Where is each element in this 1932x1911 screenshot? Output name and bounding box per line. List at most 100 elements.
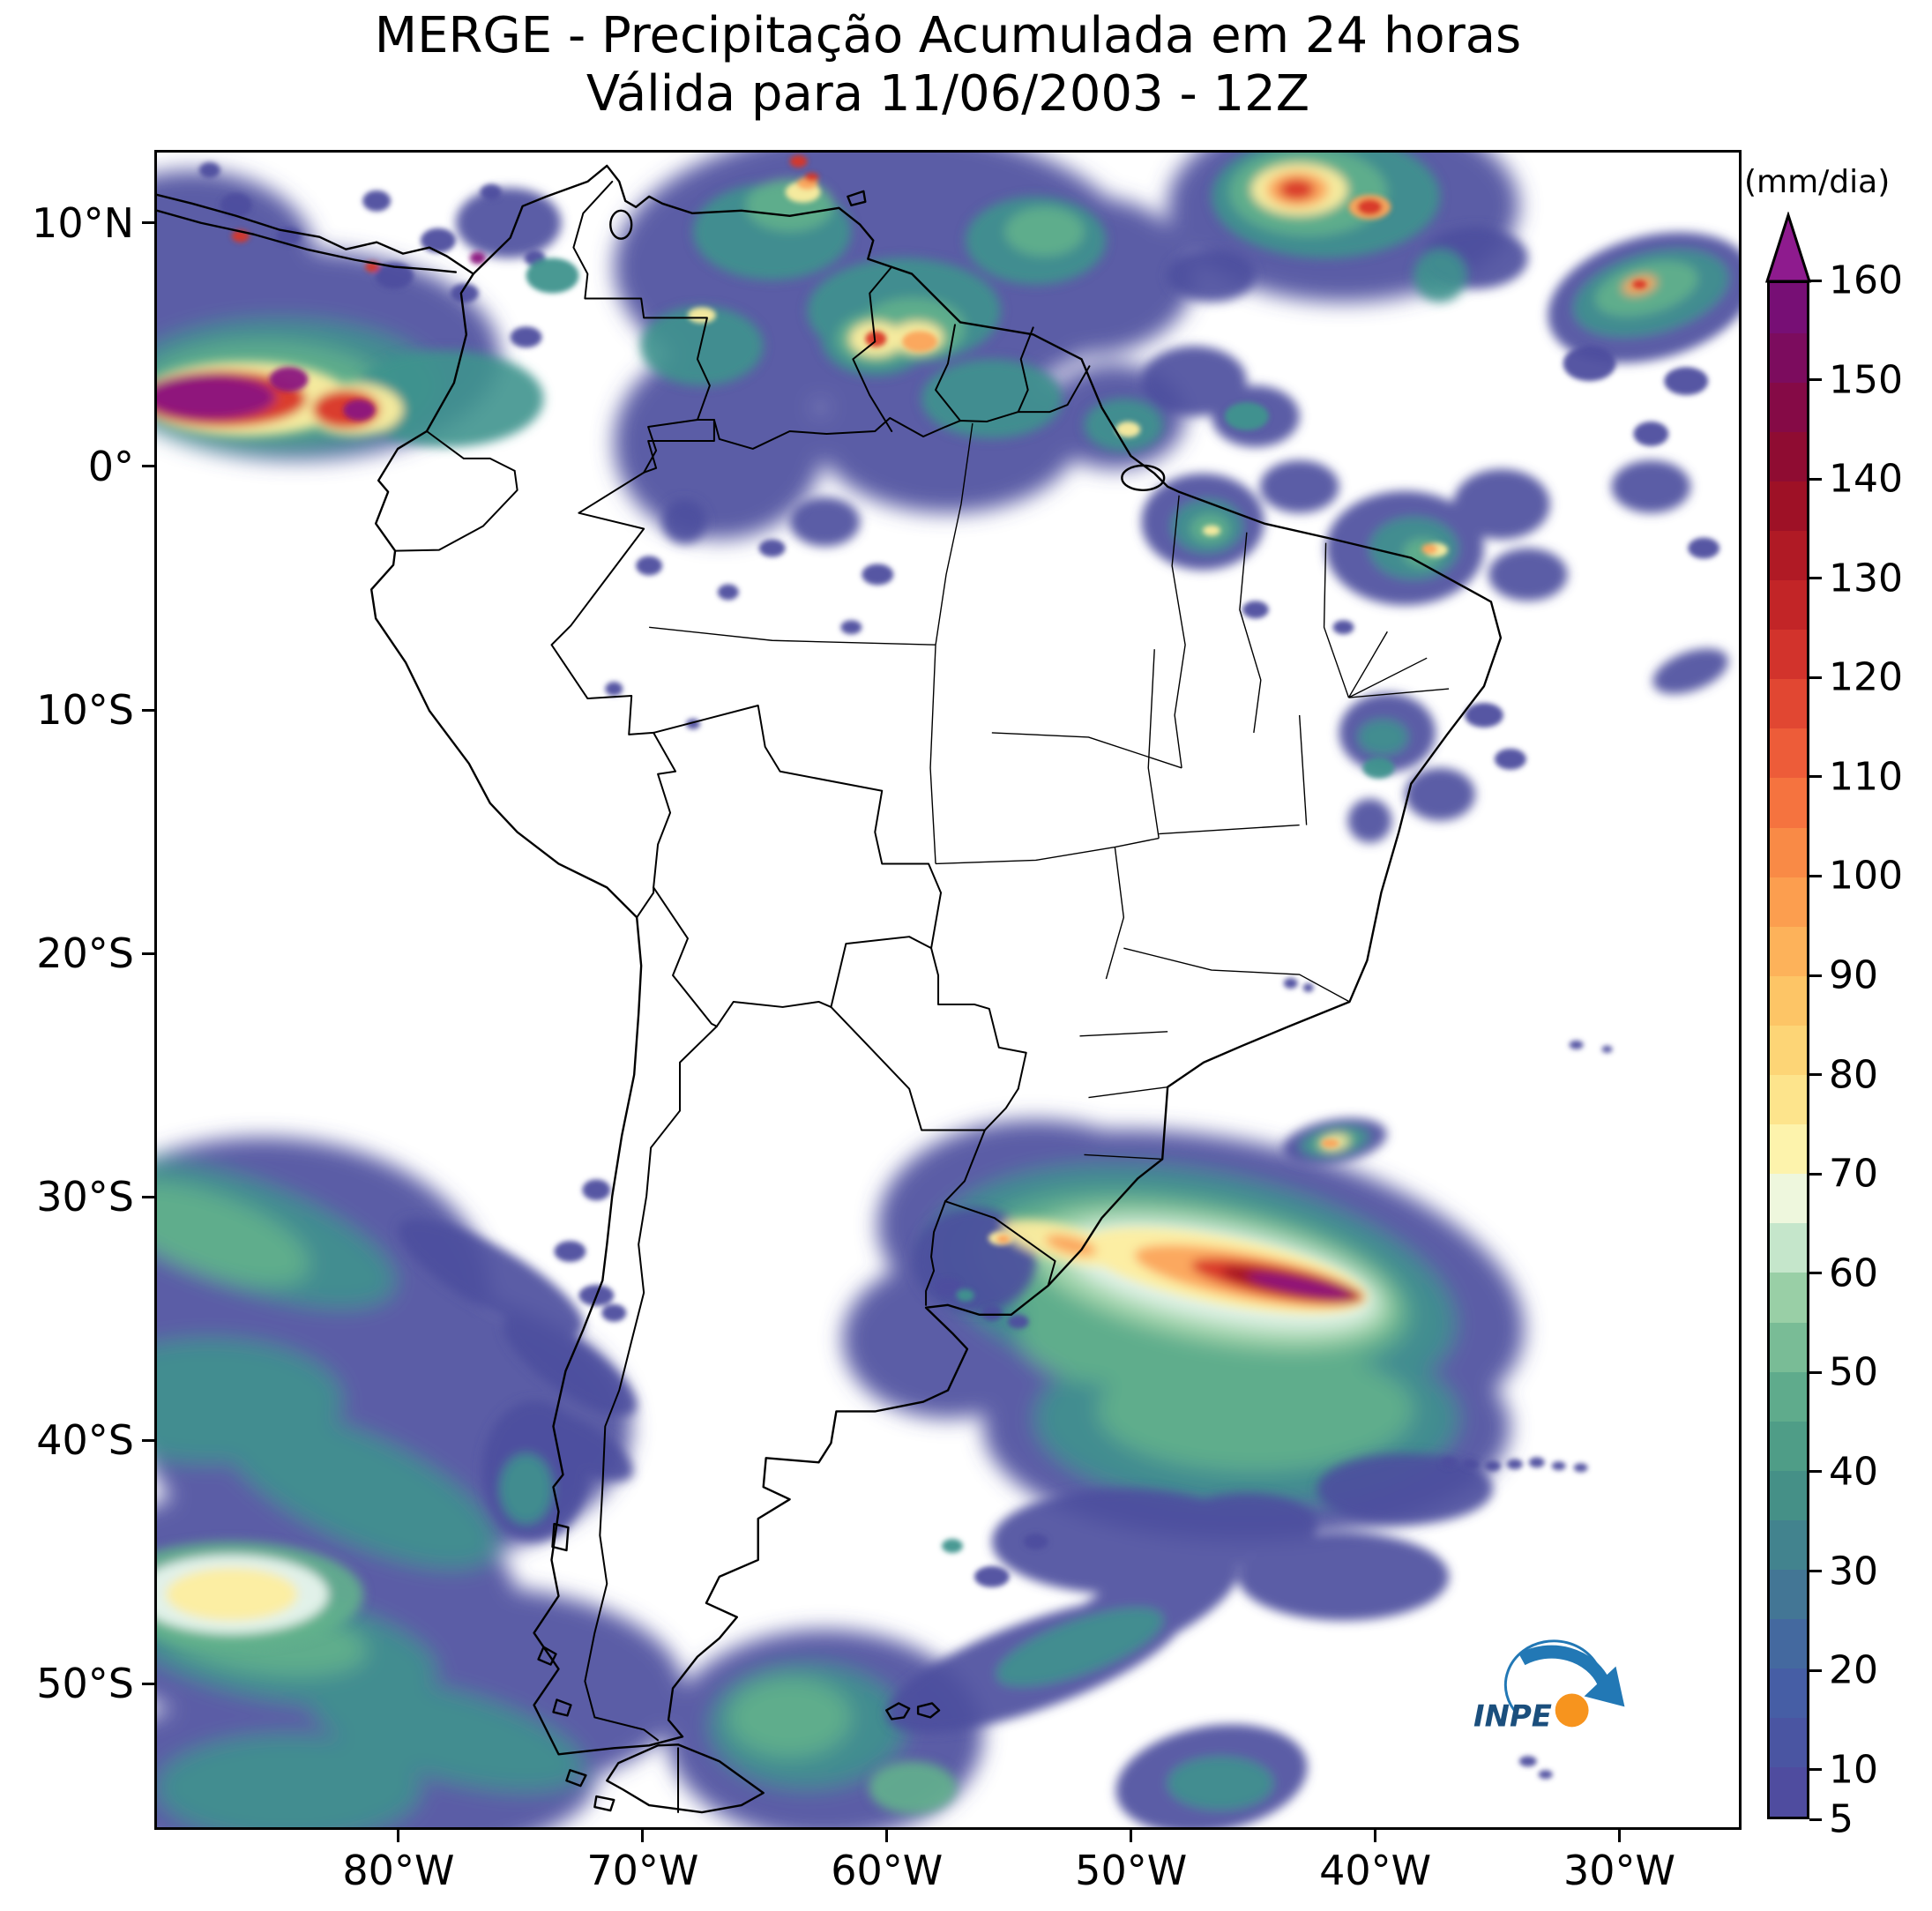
colorbar-tick-mark <box>1809 676 1822 679</box>
colorbar-segment <box>1770 579 1807 631</box>
colorbar-segment <box>1770 481 1807 531</box>
x-axis-tick-mark <box>1374 1830 1377 1842</box>
inpe-logo-text: INPE <box>1473 1698 1552 1733</box>
colorbar-tick-label: 70 <box>1829 1151 1878 1197</box>
colorbar <box>1767 280 1809 1819</box>
y-axis-tick-mark <box>142 221 154 225</box>
colorbar-segment <box>1770 1470 1807 1520</box>
colorbar-tick-mark <box>1809 1818 1822 1821</box>
y-axis-tick-mark <box>142 1195 154 1198</box>
tierra-del-fuego-coastline <box>606 1743 765 1814</box>
colorbar-tick-label: 30 <box>1829 1549 1878 1594</box>
colorbar-tick-label: 110 <box>1829 754 1903 800</box>
colorbar-tick-label: 50 <box>1829 1349 1878 1395</box>
south-america-coastline <box>369 164 1503 1756</box>
colorbar-tick-label: 5 <box>1829 1796 1854 1842</box>
colorbar-segment <box>1770 1519 1807 1570</box>
orbit-arrow-icon <box>1518 1645 1610 1686</box>
colorbar-segment <box>1770 728 1807 779</box>
x-axis-tick-mark <box>1618 1830 1622 1842</box>
y-axis-tick-label: 50°S <box>36 1660 134 1708</box>
colorbar-segment <box>1770 926 1807 976</box>
satellite-dot-icon <box>1555 1693 1589 1728</box>
colorbar-segment <box>1770 1322 1807 1372</box>
x-axis-tick-label: 80°W <box>342 1847 455 1894</box>
colorbar-tick-label: 140 <box>1829 456 1903 502</box>
colorbar-segment <box>1770 431 1807 481</box>
falkland-islands <box>885 1702 941 1721</box>
colorbar-tick-mark <box>1809 1073 1822 1077</box>
x-axis-tick-label: 40°W <box>1319 1847 1432 1894</box>
colorbar-tick-label: 150 <box>1829 357 1903 403</box>
colorbar-segment <box>1770 777 1807 828</box>
colorbar-tick-mark <box>1809 775 1822 779</box>
colorbar-tick-label: 90 <box>1829 952 1878 998</box>
colorbar-segment <box>1770 678 1807 729</box>
colorbar-tick-mark <box>1809 1570 1822 1573</box>
marajo-island <box>1121 464 1166 491</box>
precipitation-layer <box>157 153 1739 1827</box>
y-axis-tick-mark <box>142 708 154 712</box>
figure-subtitle: Válida para 11/06/2003 - 12Z <box>586 65 1310 123</box>
y-axis-tick-mark <box>142 1682 154 1685</box>
y-axis-tick-mark <box>142 952 154 955</box>
colorbar-tick-label: 160 <box>1829 258 1903 303</box>
colorbar-tick-mark <box>1809 1172 1822 1176</box>
title-block: MERGE - Precipitação Acumulada em 24 hor… <box>154 7 1742 123</box>
colorbar-segment <box>1770 827 1807 877</box>
colorbar-segment <box>1770 1421 1807 1471</box>
colorbar-tick-mark <box>1809 279 1822 282</box>
country-borders-layer <box>394 180 1091 1814</box>
y-axis-tick-label: 10°S <box>36 686 134 734</box>
orbit-arrowhead-icon <box>1584 1666 1625 1707</box>
colorbar-segment <box>1770 629 1807 680</box>
colorbar-segment <box>1770 877 1807 927</box>
y-axis-tick-mark <box>142 1438 154 1442</box>
colorbar-segment <box>1770 1717 1807 1768</box>
x-axis-tick-label: 50°W <box>1075 1847 1188 1894</box>
colorbar-segment <box>1770 975 1807 1026</box>
colorbar-tick-mark <box>1809 874 1822 877</box>
colorbar-segment <box>1770 1371 1807 1422</box>
colorbar-tick-label: 20 <box>1829 1647 1878 1693</box>
trinidad-island <box>847 190 867 207</box>
inpe-logo: INPE <box>1473 1639 1625 1733</box>
colorbar-tick-label: 120 <box>1829 654 1903 700</box>
y-axis-tick-label: 20°S <box>36 929 134 978</box>
colorbar-tick-mark <box>1809 1768 1822 1772</box>
x-axis-tick-mark <box>885 1830 889 1842</box>
colorbar-over-arrow <box>1764 212 1812 283</box>
colorbar-segment <box>1770 1025 1807 1076</box>
lake-maracaibo <box>609 209 633 240</box>
colorbar-tick-label: 60 <box>1829 1250 1878 1296</box>
map-frame: INPE <box>154 150 1742 1830</box>
colorbar-segment <box>1770 283 1807 333</box>
colorbar-tick-label: 100 <box>1829 853 1903 899</box>
colorbar-segment <box>1770 1569 1807 1620</box>
colorbar-segment <box>1770 1074 1807 1125</box>
colorbar-segment <box>1770 1222 1807 1273</box>
brazil-state-borders-layer <box>649 422 1450 1161</box>
colorbar-tick-mark <box>1809 477 1822 481</box>
y-axis-tick-label: 10°N <box>32 198 134 247</box>
colorbar-tick-mark <box>1809 1668 1822 1672</box>
colorbar-segment <box>1770 1618 1807 1669</box>
colorbar-tick-mark <box>1809 974 1822 977</box>
colorbar-tick-label: 40 <box>1829 1449 1878 1495</box>
x-axis-tick-label: 70°W <box>586 1847 699 1894</box>
colorbar-segment <box>1770 1272 1807 1323</box>
colorbar-tick-mark <box>1809 1470 1822 1474</box>
x-axis-tick-label: 30°W <box>1563 1847 1676 1894</box>
colorbar-segment <box>1770 382 1807 432</box>
x-axis-tick-label: 60°W <box>831 1847 944 1894</box>
colorbar-segment <box>1770 1668 1807 1719</box>
x-axis-tick-mark <box>641 1830 645 1842</box>
map-canvas: INPE <box>157 153 1739 1827</box>
coastline-layer <box>157 164 1503 1814</box>
colorbar-segment <box>1770 1123 1807 1175</box>
colorbar-tick-label: 10 <box>1829 1747 1878 1793</box>
y-axis-tick-label: 40°S <box>36 1416 134 1465</box>
colorbar-tick-label: 130 <box>1829 556 1903 601</box>
figure-title: MERGE - Precipitação Acumulada em 24 hor… <box>374 7 1522 64</box>
